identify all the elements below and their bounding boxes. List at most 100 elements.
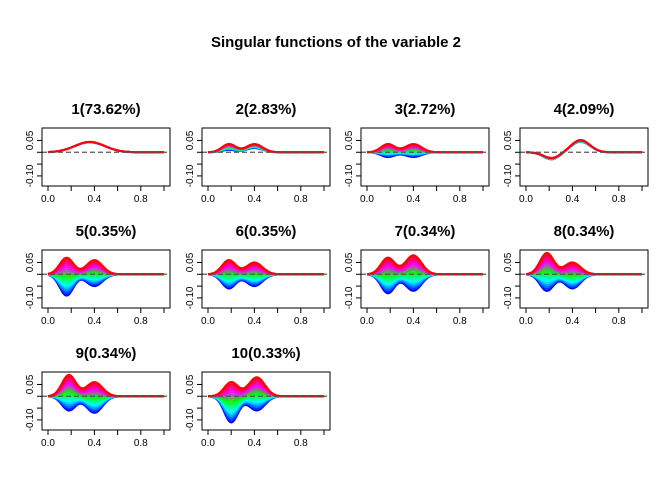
series-line — [366, 142, 483, 154]
x-tick-label: 0.0 — [41, 316, 55, 327]
panel-7: 7(0.34%) 0.0 0.4 0.8 -0.10 0.05 — [344, 223, 490, 327]
x-tick-label: 0.4 — [247, 194, 261, 205]
x-tick-label: 0.8 — [294, 316, 308, 327]
x-tick-label: 0.8 — [612, 316, 626, 327]
x-tick-label: 0.0 — [360, 316, 374, 327]
x-tick-label: 0.0 — [41, 438, 55, 449]
x-tick-label: 0.8 — [453, 316, 467, 327]
panel-frame — [201, 249, 331, 309]
panel-1: 1(73.62%) 0.0 0.4 0.8 -0.10 0.05 — [25, 101, 171, 205]
panel-frame — [519, 249, 649, 309]
panel-9: 9(0.34%) 0.0 0.4 0.8 -0.10 0.05 — [25, 345, 171, 449]
y-tick-label: -0.10 — [185, 164, 196, 187]
y-tick-label: 0.05 — [344, 130, 355, 150]
y-tick-label: 0.05 — [185, 374, 196, 394]
y-tick-label: -0.10 — [344, 164, 355, 187]
series-line — [208, 376, 324, 398]
y-tick-label: 0.05 — [503, 252, 514, 272]
y-tick-label: 0.05 — [185, 130, 196, 150]
x-tick-label: 0.8 — [134, 438, 148, 449]
x-tick-label: 0.0 — [519, 316, 533, 327]
curve-group — [42, 373, 170, 414]
x-tick-label: 0.8 — [612, 194, 626, 205]
panel-8: 8(0.34%) 0.0 0.4 0.8 -0.10 0.05 — [503, 223, 649, 327]
panel-title: 2(2.83%) — [236, 101, 297, 118]
panel-frame — [41, 371, 171, 431]
x-tick-label: 0.0 — [360, 194, 374, 205]
series-line — [366, 254, 483, 276]
series-line — [48, 140, 164, 154]
panel-title: 3(2.72%) — [395, 101, 456, 118]
x-tick-label: 0.4 — [247, 438, 261, 449]
panel-frame — [360, 127, 490, 187]
curve-group — [520, 138, 648, 161]
y-tick-label: -0.10 — [25, 408, 36, 431]
series-line — [47, 373, 164, 398]
series-line — [207, 258, 324, 276]
x-tick-label: 0.0 — [201, 438, 215, 449]
series-line — [47, 256, 164, 276]
x-tick-label: 0.4 — [87, 316, 101, 327]
panel-6: 6(0.35%) 0.0 0.4 0.8 -0.10 0.05 — [185, 223, 331, 327]
panel-frame — [519, 127, 649, 187]
panel-title: 7(0.34%) — [395, 223, 456, 240]
curve-group — [202, 258, 330, 290]
panel-title: 1(73.62%) — [71, 101, 140, 118]
x-tick-label: 0.0 — [41, 194, 55, 205]
panel-title: 9(0.34%) — [76, 345, 137, 362]
panel-2: 2(2.83%) 0.0 0.4 0.8 -0.10 0.05 — [185, 101, 331, 205]
y-tick-label: 0.05 — [25, 252, 36, 272]
y-tick-label: -0.10 — [344, 286, 355, 309]
x-tick-label: 0.4 — [247, 316, 261, 327]
x-tick-label: 0.4 — [406, 316, 420, 327]
x-tick-label: 0.4 — [565, 316, 579, 327]
panel-frame — [201, 127, 331, 187]
series-line — [207, 142, 324, 154]
y-tick-label: -0.10 — [185, 408, 196, 431]
y-tick-label: 0.05 — [25, 374, 36, 394]
y-tick-label: -0.10 — [25, 286, 36, 309]
panel-title: 8(0.34%) — [554, 223, 615, 240]
panel-5: 5(0.35%) 0.0 0.4 0.8 -0.10 0.05 — [25, 223, 171, 327]
curve-group — [42, 140, 170, 154]
x-tick-label: 0.4 — [87, 438, 101, 449]
panel-10: 10(0.33%) 0.0 0.4 0.8 -0.10 0.05 — [185, 345, 331, 449]
curve-group — [361, 142, 489, 158]
curve-group — [42, 256, 170, 297]
panel-frame — [360, 249, 490, 309]
y-tick-label: -0.10 — [503, 164, 514, 187]
x-tick-label: 0.4 — [565, 194, 579, 205]
panel-title: 6(0.35%) — [236, 223, 297, 240]
x-tick-label: 0.8 — [453, 194, 467, 205]
y-tick-label: 0.05 — [185, 252, 196, 272]
y-tick-label: 0.05 — [344, 252, 355, 272]
series-line — [525, 251, 642, 276]
x-tick-label: 0.0 — [201, 194, 215, 205]
panel-3: 3(2.72%) 0.0 0.4 0.8 -0.10 0.05 — [344, 101, 490, 205]
series-line — [526, 138, 642, 159]
x-tick-label: 0.4 — [406, 194, 420, 205]
curve-group — [361, 254, 489, 295]
y-tick-label: -0.10 — [185, 286, 196, 309]
panel-title: 4(2.09%) — [554, 101, 615, 118]
panel-title: 10(0.33%) — [231, 345, 300, 362]
x-tick-label: 0.8 — [134, 316, 148, 327]
chart-main-title: Singular functions of the variable 2 — [210, 34, 462, 51]
curve-group — [202, 376, 330, 424]
y-tick-label: -0.10 — [25, 164, 36, 187]
curve-group — [202, 142, 330, 154]
panel-frame — [201, 371, 331, 431]
x-tick-label: 0.8 — [294, 438, 308, 449]
x-tick-label: 0.8 — [134, 194, 148, 205]
panel-4: 4(2.09%) 0.0 0.4 0.8 -0.10 0.05 — [503, 101, 649, 205]
x-tick-label: 0.0 — [201, 316, 215, 327]
panel-frame — [41, 127, 171, 187]
x-tick-label: 0.8 — [294, 194, 308, 205]
y-tick-label: 0.05 — [25, 130, 36, 150]
x-tick-label: 0.0 — [519, 194, 533, 205]
y-tick-label: -0.10 — [503, 286, 514, 309]
panel-frame — [41, 249, 171, 309]
panel-title: 5(0.35%) — [76, 223, 137, 240]
curve-group — [520, 251, 648, 292]
